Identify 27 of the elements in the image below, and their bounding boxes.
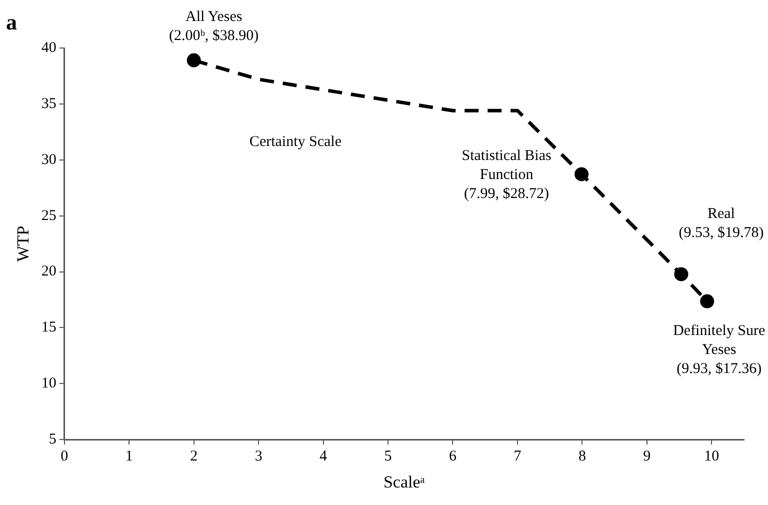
x-tick-label: 1 bbox=[125, 448, 133, 465]
x-tick-label: 0 bbox=[60, 448, 68, 465]
text: a bbox=[6, 10, 17, 35]
x-tick-label: 5 bbox=[384, 448, 392, 465]
annotation: Certainty Scale bbox=[249, 134, 342, 150]
y-tick-label: 10 bbox=[41, 376, 56, 392]
x-tick-label: 7 bbox=[514, 448, 522, 465]
y-tick-label: 5 bbox=[48, 432, 56, 448]
x-tick-label: 4 bbox=[320, 448, 328, 465]
x-tick-label: 3 bbox=[254, 448, 262, 465]
annotation: All Yeses (2.00ᵇ, $38.90) bbox=[169, 9, 259, 44]
x-tick-label: 8 bbox=[578, 448, 586, 465]
y-tick-label: 35 bbox=[41, 96, 56, 112]
x-axis-title: Scaleᵃ bbox=[383, 472, 426, 492]
y-tick-label: 15 bbox=[41, 320, 56, 336]
y-axis-title: WTP bbox=[14, 226, 33, 262]
x-tick-label: 10 bbox=[704, 448, 720, 465]
y-tick-label: 20 bbox=[41, 264, 56, 280]
y-tick-label: 30 bbox=[41, 152, 56, 168]
x-tick-label: 2 bbox=[190, 448, 198, 465]
annotation: Real (9.53, $19.78) bbox=[678, 206, 764, 242]
annotation: Definitely Sure Yeses (9.93, $17.36) bbox=[673, 323, 766, 378]
x-tick-label: 6 bbox=[448, 448, 457, 465]
x-tick-label: 9 bbox=[643, 448, 651, 465]
y-tick-label: 40 bbox=[41, 40, 56, 56]
annotation: Statistical Bias Function (7.99, $28.72) bbox=[462, 148, 552, 202]
y-tick-label: 25 bbox=[41, 208, 56, 224]
